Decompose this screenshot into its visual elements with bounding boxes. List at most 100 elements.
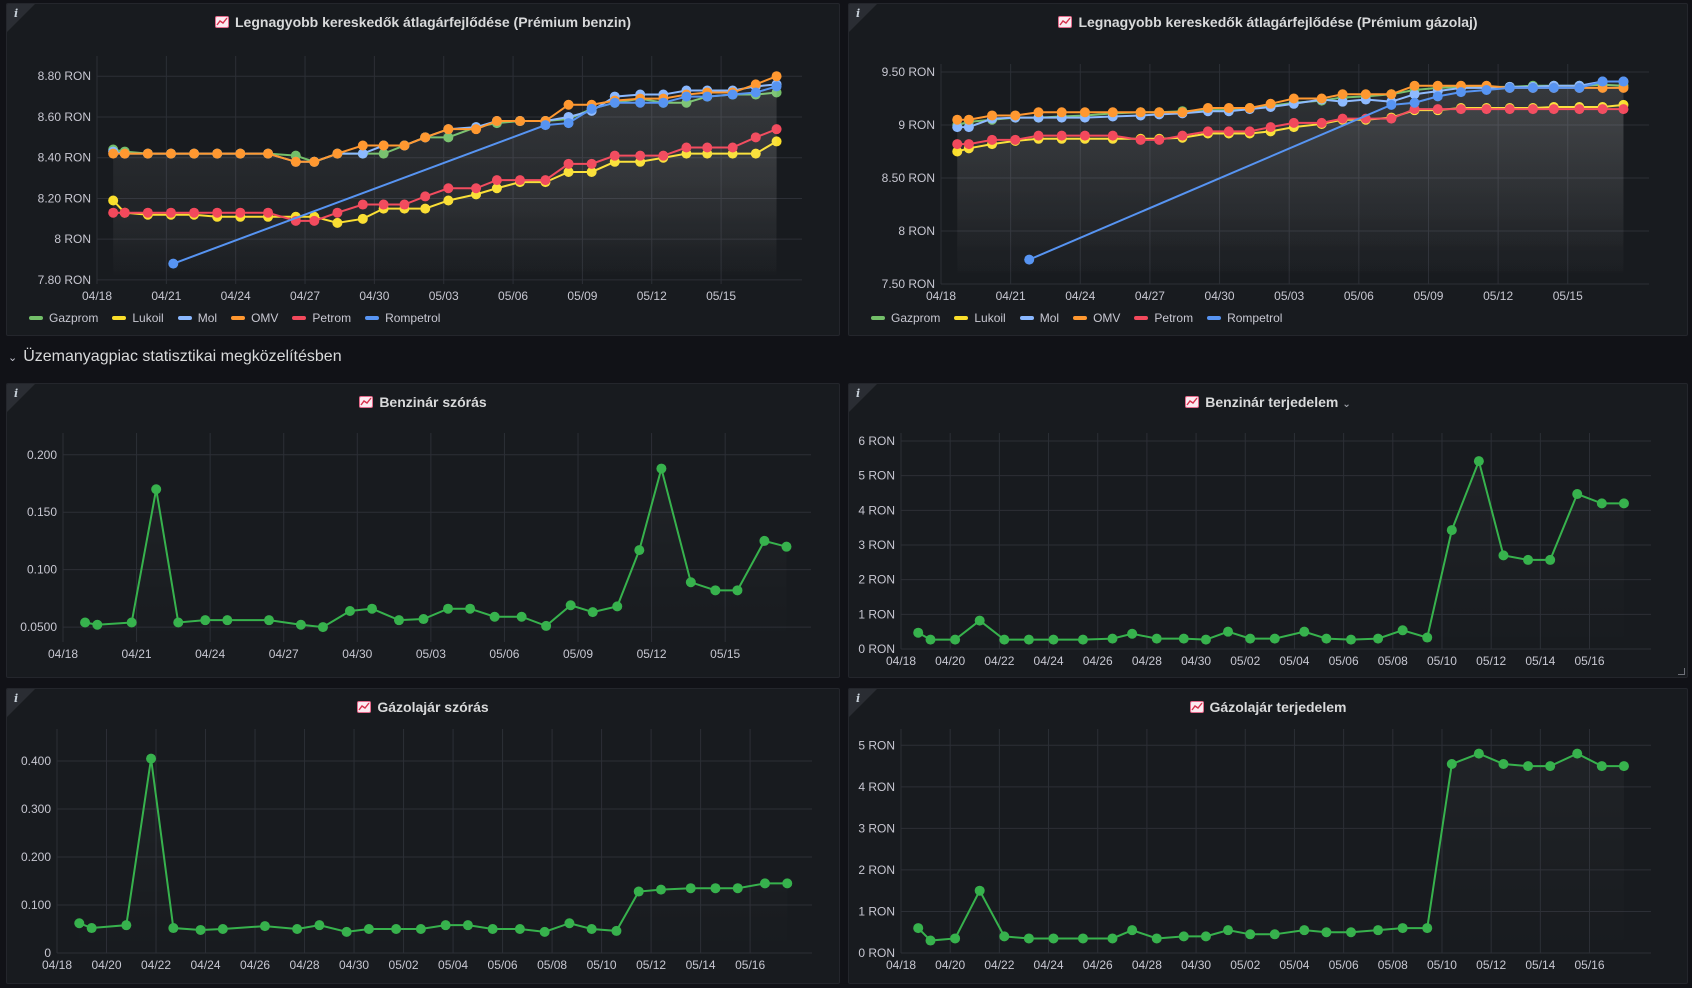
x-tick-label: 05/02 xyxy=(389,958,419,972)
legend-item-rompetrol[interactable]: Rompetrol xyxy=(1207,311,1282,325)
legend-item-omv[interactable]: OMV xyxy=(231,311,278,325)
data-point xyxy=(1397,625,1408,636)
panel-benzin-szoras[interactable]: i Benzinár szórás 0.0500 0.100 0.150 0.200 0… xyxy=(6,383,840,678)
panel-corner xyxy=(7,384,35,412)
x-tick-label: 05/06 xyxy=(488,958,518,972)
data-point xyxy=(771,81,782,92)
data-point xyxy=(702,91,713,102)
data-point xyxy=(1269,633,1280,644)
y-tick-label: 1 RON xyxy=(858,904,895,918)
data-point xyxy=(443,603,454,614)
x-tick-label: 04/26 xyxy=(1083,654,1113,668)
panel-title[interactable]: Gázolajár terjedelem xyxy=(849,699,1687,715)
x-tick-label: 04/21 xyxy=(151,289,181,303)
legend-swatch xyxy=(1019,316,1034,320)
data-point xyxy=(1135,107,1146,118)
x-tick-label: 05/10 xyxy=(1427,958,1457,972)
panel-title[interactable]: Benzinár szórás xyxy=(7,394,839,410)
x-tick-label: 04/24 xyxy=(1034,958,1064,972)
legend-item-lukoil[interactable]: Lukoil xyxy=(112,311,164,325)
data-point xyxy=(1177,130,1188,141)
data-point xyxy=(1024,254,1035,265)
legend-item-rompetrol[interactable]: Rompetrol xyxy=(365,311,440,325)
legend-item-gazprom[interactable]: Gazprom xyxy=(29,311,98,325)
legend-item-mol[interactable]: Mol xyxy=(1019,311,1059,325)
y-tick-label: 8.80 RON xyxy=(38,69,91,83)
data-point xyxy=(200,615,211,626)
data-point xyxy=(1498,550,1509,561)
x-tick-label: 04/28 xyxy=(1132,654,1162,668)
info-icon[interactable]: i xyxy=(856,7,861,20)
graph-icon xyxy=(1185,396,1200,408)
info-icon[interactable]: i xyxy=(14,387,19,400)
y-tick-label: 8.40 RON xyxy=(38,151,91,165)
panel-title[interactable]: Legnagyobb kereskedők átlagárfejlődése (… xyxy=(849,14,1687,30)
row-header-title: Üzemanyagpiac statisztikai megközelítésb… xyxy=(23,348,342,365)
data-point xyxy=(732,585,743,596)
chart-benzin-szoras: 0.0500 0.100 0.150 0.200 04/18 04/21 04/24 04/2… xyxy=(20,433,811,661)
info-icon[interactable]: i xyxy=(856,387,861,400)
data-point xyxy=(80,617,91,628)
data-point xyxy=(1178,931,1189,942)
x-tick-label: 04/30 xyxy=(342,647,372,661)
data-point xyxy=(1597,76,1608,87)
data-point xyxy=(168,258,179,269)
chevron-down-icon[interactable]: ⌄ xyxy=(1342,399,1351,410)
legend-item-petrom[interactable]: Petrom xyxy=(1134,311,1193,325)
legend-label: Petrom xyxy=(312,311,352,325)
data-point xyxy=(1596,761,1607,772)
legend-item-mol[interactable]: Mol xyxy=(177,311,217,325)
chevron-down-icon[interactable]: ⌄ xyxy=(8,351,18,364)
data-point xyxy=(1548,82,1559,93)
legend-item-omv[interactable]: OMV xyxy=(1073,311,1120,325)
data-point xyxy=(391,924,402,934)
x-tick-label: 04/27 xyxy=(1135,289,1165,303)
data-point xyxy=(195,924,206,935)
data-point xyxy=(471,124,482,135)
data-point xyxy=(259,921,270,932)
panel-gazolaj-szoras[interactable]: i Gázolajár szórás 0 0.100 0.200 0.300 0.400… xyxy=(6,688,840,984)
panel-benzin-terjedelem[interactable]: i Benzinár terjedelem ⌄ 0 RON 1 RON 2 RON 3 … xyxy=(848,383,1688,678)
x-tick-label: 04/18 xyxy=(48,647,78,661)
data-point xyxy=(1618,76,1629,87)
x-tick-label: 05/04 xyxy=(1279,654,1309,668)
legend-item-gazprom[interactable]: Gazprom xyxy=(871,311,940,325)
legend-item-lukoil[interactable]: Lukoil xyxy=(954,311,1006,325)
x-tick-label: 04/20 xyxy=(91,958,121,972)
data-point xyxy=(126,617,137,628)
data-point xyxy=(74,918,85,929)
panel-title[interactable]: Legnagyobb kereskedők átlagárfejlődése (… xyxy=(7,14,839,30)
data-point xyxy=(264,615,275,626)
info-icon[interactable]: i xyxy=(14,692,19,705)
panel-premium-benzin[interactable]: i Legnagyobb kereskedők átlagárfejlődése… xyxy=(6,3,840,336)
x-tick-label: 05/16 xyxy=(735,958,765,972)
panel-title-text: Legnagyobb kereskedők átlagárfejlődése (… xyxy=(235,14,631,30)
data-point xyxy=(1265,98,1276,109)
panel-premium-gazolaj[interactable]: i Legnagyobb kereskedők átlagárfejlődése… xyxy=(848,3,1688,336)
data-point xyxy=(925,634,936,645)
data-point xyxy=(633,886,644,897)
panel-title[interactable]: Benzinár terjedelem ⌄ xyxy=(849,394,1687,410)
resize-handle[interactable] xyxy=(1678,668,1685,675)
data-point xyxy=(92,619,103,630)
row-header[interactable]: ⌄ Üzemanyagpiac statisztikai megközelíté… xyxy=(8,348,342,366)
panel-gazolaj-terjedelem[interactable]: i Gázolajár terjedelem 0 RON 1 RON 2 RON 3 … xyxy=(848,688,1688,984)
data-point xyxy=(1127,628,1138,639)
data-point xyxy=(514,924,525,934)
data-point xyxy=(1316,93,1327,104)
data-point xyxy=(587,607,598,618)
data-point xyxy=(685,883,696,894)
info-icon[interactable]: i xyxy=(14,7,19,20)
panel-title[interactable]: Gázolajár szórás xyxy=(7,699,839,715)
data-point xyxy=(1386,89,1397,100)
data-point xyxy=(963,114,974,125)
x-tick-label: 04/30 xyxy=(1181,654,1211,668)
data-point xyxy=(611,925,622,936)
x-tick-label: 04/20 xyxy=(935,654,965,668)
y-tick-label: 9 RON xyxy=(898,118,935,132)
info-icon[interactable]: i xyxy=(856,692,861,705)
data-point xyxy=(357,140,368,151)
x-tick-label: 04/24 xyxy=(1034,654,1064,668)
x-tick-label: 04/30 xyxy=(1181,958,1211,972)
legend-item-petrom[interactable]: Petrom xyxy=(292,311,351,325)
